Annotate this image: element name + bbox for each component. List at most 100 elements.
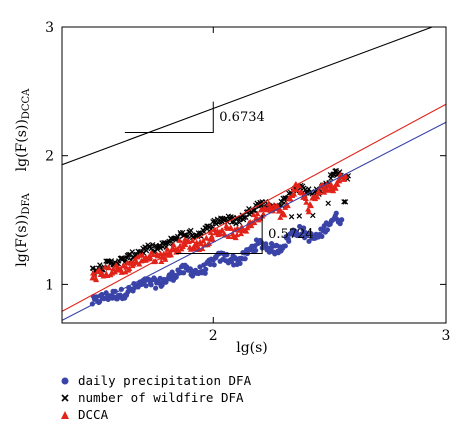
data-point [319, 233, 325, 239]
data-point [222, 232, 229, 238]
slope-triangle-0 [124, 101, 214, 134]
data-point [237, 260, 243, 267]
data-point [288, 214, 295, 220]
data-point [287, 195, 294, 202]
x-marker-icon [58, 393, 72, 403]
fit-layer [62, 27, 446, 321]
data-point [158, 258, 165, 264]
data-point [162, 256, 169, 262]
tick-layer: 2 3 1 2 3 [45, 20, 450, 344]
data-point [106, 264, 113, 271]
data-point [248, 222, 255, 229]
legend-item-dcca: DCCA [58, 406, 251, 423]
data-point [97, 262, 103, 268]
data-point [229, 230, 236, 237]
x-axis-label: lg(s) [236, 340, 268, 356]
data-point [154, 246, 161, 253]
data-point [307, 202, 314, 209]
slope-label-0: 0.6734 [219, 110, 264, 125]
data-point [275, 204, 282, 211]
data-point [277, 214, 284, 220]
data-point [203, 234, 210, 241]
data-point [206, 240, 213, 246]
data-point [297, 223, 303, 230]
data-point [334, 181, 341, 187]
data-point [93, 276, 100, 283]
data-point [236, 219, 243, 226]
data-point [133, 258, 140, 265]
data-point [324, 227, 331, 233]
data-point [136, 261, 143, 267]
data-point [118, 266, 125, 273]
data-point [342, 199, 349, 205]
data-point [341, 199, 347, 205]
data-point [108, 258, 115, 264]
data-point [314, 193, 321, 200]
data-point [286, 238, 292, 244]
legend-label-dcca: DCCA [78, 407, 109, 422]
data-point [316, 189, 323, 196]
data-point [305, 206, 312, 212]
data-point [257, 206, 264, 213]
triangle-marker-icon [58, 410, 72, 420]
data-point [147, 253, 154, 260]
data-point [327, 181, 334, 187]
data-point [211, 262, 217, 268]
data-point [301, 225, 307, 231]
data-point [125, 251, 132, 258]
series-2 [89, 171, 349, 283]
data-point [332, 185, 339, 191]
y-axis-label-upper: lg(F(s))DCCA [14, 88, 32, 172]
series-layer [89, 167, 352, 307]
legend: daily precipitation DFA number of wildfi… [58, 372, 251, 423]
data-point [243, 214, 249, 221]
data-point [148, 282, 154, 288]
data-point [282, 204, 289, 210]
fit-line-0 [62, 27, 434, 166]
data-point [305, 208, 312, 215]
data-point [209, 236, 216, 243]
data-point [209, 223, 215, 230]
data-point [181, 270, 187, 276]
data-point [170, 241, 177, 248]
data-point [164, 246, 171, 252]
data-point [202, 270, 208, 276]
data-point [225, 233, 232, 239]
data-point [333, 210, 339, 216]
legend-label-wildfire: number of wildfire DFA [78, 390, 244, 405]
data-point [342, 172, 349, 179]
legend-item-precipitation: daily precipitation DFA [58, 372, 251, 389]
data-point [306, 186, 312, 192]
data-point [241, 214, 247, 221]
data-point [185, 233, 191, 239]
data-point [126, 265, 133, 272]
data-point [336, 177, 343, 184]
x-tick-label: 2 [209, 328, 218, 344]
data-point [198, 240, 205, 247]
data-point [149, 241, 156, 248]
data-point [243, 228, 250, 234]
fit-line-1 [62, 103, 446, 312]
data-point [291, 191, 298, 197]
fit-line-2 [62, 121, 446, 321]
data-point [281, 211, 288, 218]
data-point [176, 237, 183, 243]
data-point [224, 252, 230, 258]
slope-label-1: 0.5724 [268, 227, 314, 242]
data-point [254, 210, 261, 217]
data-point [173, 274, 179, 280]
data-point [321, 189, 328, 195]
x-tick-label: 3 [442, 328, 451, 344]
plot-frame [61, 26, 447, 324]
data-point [122, 268, 129, 275]
y-axis-label-lower-sub: DFA [21, 192, 32, 214]
data-point [217, 230, 224, 236]
data-point [207, 229, 214, 235]
legend-label-precipitation: daily precipitation DFA [78, 373, 252, 388]
data-point [203, 266, 209, 272]
data-point [282, 243, 288, 249]
legend-item-wildfire: number of wildfire DFA [58, 389, 251, 406]
annotation-layer: 0.6734 0.5724 [124, 101, 314, 255]
data-point [153, 285, 159, 291]
